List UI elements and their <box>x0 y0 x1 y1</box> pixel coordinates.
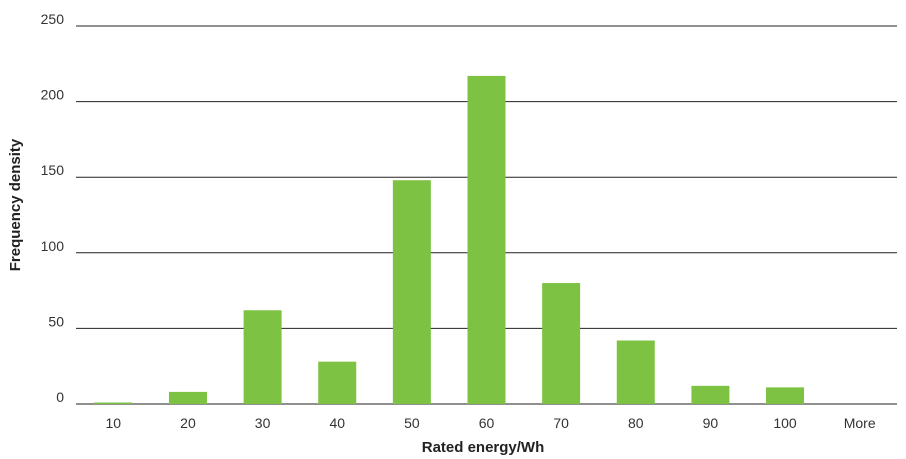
y-tick-label: 250 <box>41 11 65 27</box>
x-tick-label: 70 <box>553 415 569 431</box>
bar-60 <box>467 75 506 405</box>
x-axis-title: Rated energy/Wh <box>422 439 545 456</box>
x-tick-label: 50 <box>404 415 420 431</box>
bar-30 <box>243 310 282 404</box>
bar-80 <box>616 340 655 404</box>
x-axis-ticks: 10 20 30 40 50 60 70 80 90 100 More <box>106 415 876 431</box>
x-tick-label: 80 <box>628 415 644 431</box>
bar-10 <box>94 402 133 404</box>
y-tick-label: 0 <box>56 389 64 405</box>
bar-20 <box>168 391 207 404</box>
y-tick-label: 200 <box>41 87 65 103</box>
bar-50 <box>392 180 431 404</box>
x-tick-label: 10 <box>106 415 122 431</box>
x-tick-label: 100 <box>773 415 797 431</box>
y-tick-label: 50 <box>48 313 64 329</box>
y-tick-label: 100 <box>41 238 65 254</box>
x-tick-label: 60 <box>479 415 495 431</box>
bar-100 <box>766 387 805 404</box>
x-tick-label: 20 <box>180 415 196 431</box>
bar-90 <box>691 385 730 404</box>
y-axis-ticks: 0 50 100 150 200 250 <box>41 11 65 405</box>
y-axis-title: Frequency density <box>7 138 24 271</box>
x-tick-label: More <box>844 415 876 431</box>
bar-40 <box>318 361 357 404</box>
x-tick-label: 40 <box>329 415 345 431</box>
bar-70 <box>542 283 581 404</box>
y-tick-label: 150 <box>41 162 65 178</box>
x-tick-label: 90 <box>703 415 719 431</box>
x-tick-label: 30 <box>255 415 271 431</box>
bars <box>94 75 805 405</box>
